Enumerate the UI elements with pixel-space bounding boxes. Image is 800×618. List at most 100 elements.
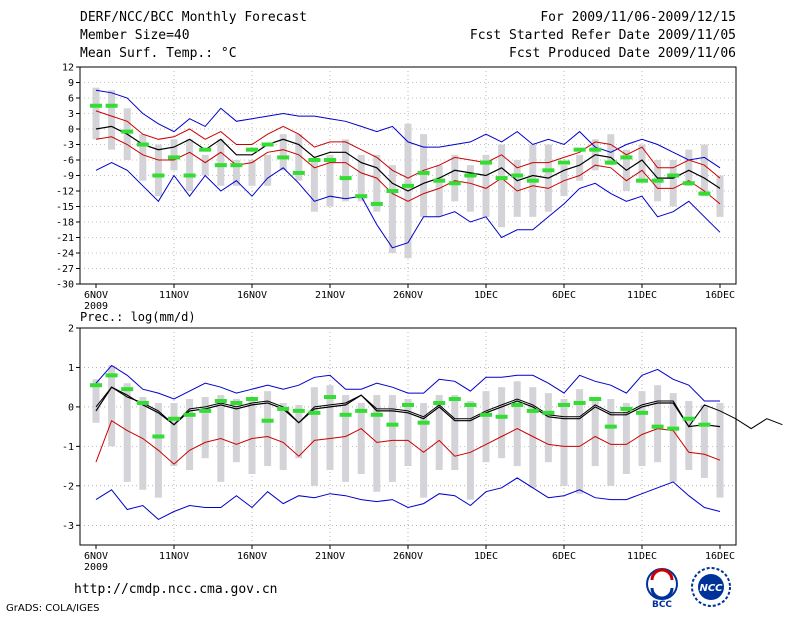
- temp-range-box: [342, 139, 350, 202]
- header-member-size: Member Size=40: [80, 28, 190, 43]
- prec-xtick-label: 6NOV: [84, 551, 108, 562]
- bcc-logo-icon: BCC: [646, 568, 678, 610]
- temp-observed-mark: [355, 194, 368, 199]
- temp-range-box: [279, 134, 287, 171]
- prec-range-box: [123, 383, 131, 482]
- temp-ytick-label: 3: [68, 109, 74, 120]
- prec-observed-mark: [277, 406, 290, 411]
- prec-xtick-label: 6DEC: [552, 551, 576, 562]
- prec-range-box: [264, 391, 272, 467]
- prec-xtick-label: 11NOV: [159, 551, 189, 562]
- temp-range-box: [357, 154, 365, 202]
- temp-observed-mark: [402, 183, 414, 188]
- temp-observed-mark: [246, 147, 258, 152]
- temp-range-box: [638, 144, 646, 181]
- prec-range-box: [295, 404, 303, 459]
- prec-xtick-year: 2009: [84, 562, 108, 573]
- prec-range-box: [388, 395, 396, 482]
- prec-observed-mark: [542, 410, 555, 415]
- temp-observed-mark: [604, 160, 617, 165]
- prec-range-box: [466, 400, 474, 500]
- prec-range-box: [529, 387, 537, 488]
- temp-range-box: [420, 134, 428, 217]
- prec-range-box: [139, 397, 147, 490]
- temp-range-box: [264, 154, 272, 186]
- temp-observed-mark: [339, 176, 352, 181]
- temp-observed-mark: [620, 155, 633, 160]
- prec-range-box: [342, 395, 350, 482]
- prec-observed-mark: [214, 398, 227, 403]
- temp-xtick-label: 16DEC: [705, 290, 735, 301]
- prec-range-box: [451, 395, 459, 471]
- temp-observed-mark: [136, 142, 149, 147]
- temp-ytick-label: 12: [62, 63, 74, 74]
- temp-ytick-label: -12: [56, 187, 74, 198]
- temp-ytick-label: -27: [56, 264, 74, 275]
- footer-url[interactable]: http://cmdp.ncc.cma.gov.cn: [74, 582, 278, 597]
- temp-observed-mark: [636, 178, 648, 183]
- temp-xtick-label: 21NOV: [315, 290, 345, 301]
- temp-ytick-label: -6: [62, 156, 74, 167]
- temp-observed-mark: [292, 170, 305, 175]
- temp-xtick-label: 26NOV: [393, 290, 423, 301]
- prec-observed-mark: [90, 383, 102, 388]
- temp-range-box: [326, 154, 334, 207]
- prec-observed-mark: [417, 420, 430, 425]
- prec-range-box: [310, 387, 318, 486]
- temp-ytick-label: 9: [68, 78, 74, 89]
- prec-observed-mark: [121, 387, 134, 392]
- prec-range-box: [170, 402, 178, 467]
- prec-range-box: [498, 387, 506, 459]
- temp-ytick-label: -9: [62, 171, 74, 182]
- temp-observed-mark: [370, 201, 383, 206]
- prec-xtick-label: 1DEC: [474, 551, 498, 562]
- temp-range-box: [700, 144, 708, 197]
- temp-xtick-label: 16NOV: [237, 290, 267, 301]
- temp-xtick-label: 11NOV: [159, 290, 189, 301]
- temp-observed-mark: [168, 155, 180, 160]
- temp-xtick-year: 2009: [84, 301, 108, 312]
- prec-observed-mark: [339, 412, 352, 417]
- prec-range-box: [513, 381, 521, 467]
- prec-range-box: [544, 393, 552, 463]
- temp-observed-mark: [308, 158, 321, 162]
- temp-range-box: [498, 144, 506, 228]
- temp-ytick-label: -3: [62, 140, 74, 151]
- prec-observed-mark: [386, 422, 399, 427]
- prec-observed-mark: [651, 424, 664, 429]
- ncc-logo-text: NCC: [699, 583, 723, 594]
- temp-range-box: [451, 154, 459, 202]
- temp-observed-mark: [261, 142, 274, 147]
- ncc-logo-icon: NCC: [691, 567, 731, 607]
- prec-range-box: [248, 397, 256, 474]
- temp-xtick-label: 6NOV: [84, 290, 108, 301]
- prec-range-box: [560, 399, 568, 486]
- temp-ytick-label: 0: [68, 125, 74, 136]
- temp-observed-mark: [324, 158, 336, 162]
- temp-observed-mark: [589, 147, 602, 152]
- temp-ytick-label: -24: [56, 249, 74, 260]
- temp-range-box: [232, 160, 240, 186]
- temp-range-box: [154, 144, 162, 197]
- precip-chart-title: Prec.: log(mm/d): [80, 310, 196, 324]
- prec-range-box: [373, 395, 381, 492]
- temp-range-box: [310, 160, 318, 212]
- temp-observed-mark: [448, 181, 461, 186]
- temp-observed-mark: [433, 178, 446, 183]
- temp-observed-mark: [511, 173, 524, 178]
- prec-observed-mark: [402, 402, 414, 407]
- prec-range-box: [92, 379, 100, 423]
- prec-observed-mark: [152, 434, 165, 439]
- temp-range-box: [513, 160, 521, 217]
- prec-observed-mark: [682, 416, 695, 421]
- temp-lower-line: [95, 136, 721, 205]
- prec-range-box: [591, 397, 599, 467]
- temp-range-box: [576, 154, 584, 181]
- prec-xtick-label: 11DEC: [627, 551, 657, 562]
- temp-observed-mark: [105, 103, 118, 108]
- temp-range-box: [186, 139, 194, 191]
- temp-min-line: [95, 162, 721, 249]
- temp-ytick-label: -18: [56, 218, 74, 229]
- temp-observed-mark: [214, 163, 227, 168]
- prec-observed-mark: [370, 412, 383, 417]
